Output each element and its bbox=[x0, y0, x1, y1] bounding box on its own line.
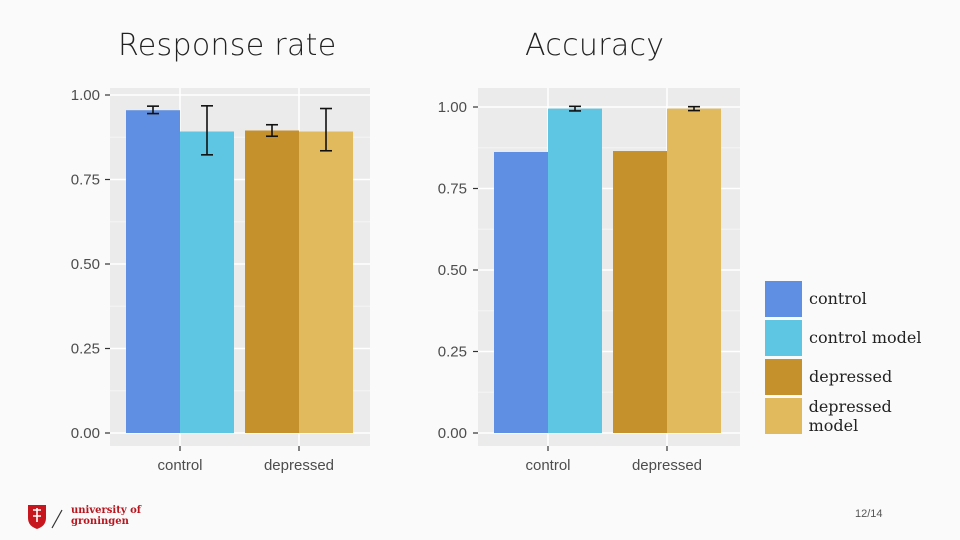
y-tick-label: 1.00 bbox=[71, 87, 100, 104]
bar-control bbox=[494, 151, 548, 433]
bar-depressed-model bbox=[299, 131, 353, 433]
y-tick-label: 0.75 bbox=[71, 172, 100, 189]
y-tick-label: 0.50 bbox=[71, 256, 100, 273]
chart-title-accuracy: Accuracy bbox=[525, 28, 665, 63]
legend-label: depressed model bbox=[808, 396, 892, 435]
bar-control-model bbox=[180, 131, 234, 433]
legend-item-depressed: depressed bbox=[765, 357, 945, 396]
y-tick-label: 0.25 bbox=[438, 344, 467, 361]
legend-label: control bbox=[809, 289, 867, 308]
x-tick-label: control bbox=[157, 457, 202, 474]
bar-depressed bbox=[245, 130, 299, 434]
x-tick-label: control bbox=[525, 457, 570, 474]
page-number: 12/14 bbox=[855, 508, 883, 520]
legend-item-control: control bbox=[765, 279, 945, 318]
legend-swatch-control bbox=[765, 280, 802, 317]
y-tick-label: 0.50 bbox=[438, 262, 467, 279]
legend-label: control model bbox=[809, 328, 922, 347]
bar-depressed bbox=[613, 151, 667, 433]
legend-swatch-depressed bbox=[765, 358, 802, 395]
logo-line2: groningen bbox=[71, 516, 129, 527]
university-name: university of groningen bbox=[71, 505, 141, 527]
y-tick-label: 0.25 bbox=[71, 341, 100, 358]
chart-title-response-rate: Response rate bbox=[118, 28, 337, 63]
y-tick-label: 0.00 bbox=[71, 425, 100, 442]
y-tick-label: 1.00 bbox=[438, 99, 467, 116]
legend-swatch-depressed-model bbox=[765, 397, 802, 434]
legend-label: depressed bbox=[809, 367, 893, 386]
university-crest-icon bbox=[28, 505, 63, 529]
x-tick-label: depressed bbox=[264, 457, 334, 474]
x-tick-label: depressed bbox=[632, 457, 702, 474]
legend-item-control-model: control model bbox=[765, 318, 945, 357]
logo-line1: university of bbox=[71, 505, 142, 516]
legend-swatch-control-model bbox=[765, 319, 802, 356]
university-logo: university of groningen bbox=[24, 502, 141, 530]
y-tick-label: 0.75 bbox=[438, 181, 467, 198]
bar-depressed-model bbox=[667, 108, 721, 433]
legend-item-depressed-model: depressed model bbox=[765, 396, 945, 435]
bar-control-model bbox=[548, 108, 602, 433]
bar-control bbox=[126, 110, 180, 434]
y-tick-label: 0.00 bbox=[438, 425, 467, 442]
chart-legend: control control model depressed depresse… bbox=[765, 279, 945, 435]
